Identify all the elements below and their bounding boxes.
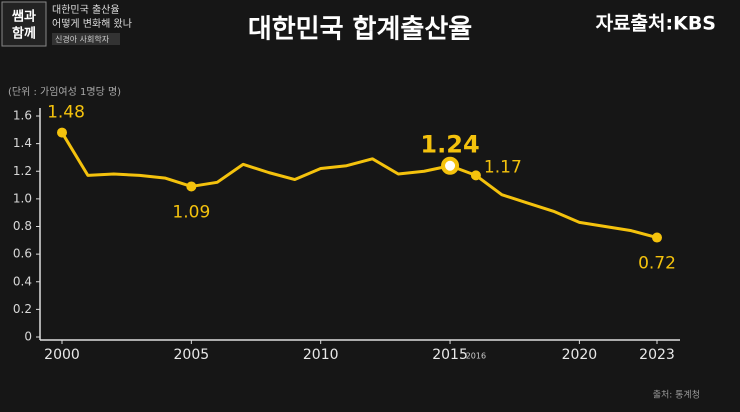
y-tick-label: 0.2 — [13, 302, 32, 316]
data-label: 1.48 — [47, 103, 85, 123]
logo-box — [1, 1, 47, 47]
chart-title: 대한민국 합계출산율 — [248, 15, 472, 45]
point — [57, 127, 67, 138]
credit: 자료출처:KBS — [596, 13, 716, 35]
episode-text: 어떻게 변화해 왔나 — [52, 17, 132, 30]
x-tick-label: 2015 — [432, 347, 468, 363]
x-tick-label: 2010 — [303, 347, 339, 363]
line — [60, 131, 658, 239]
x-tick-label: 2005 — [174, 347, 210, 363]
y-tick-label: 0.4 — [13, 274, 32, 288]
point — [652, 232, 662, 243]
y-tick-label: 0 — [24, 330, 32, 344]
logo-text: 함께 — [12, 26, 36, 42]
point — [470, 170, 481, 181]
y-tick-label: 0.6 — [13, 247, 32, 261]
x-tick-label: 2020 — [562, 347, 598, 363]
point — [186, 181, 197, 192]
data-label: 0.72 — [638, 254, 676, 274]
footer: 출처: 통계청 — [653, 389, 700, 401]
data-label: 1.24 — [420, 131, 479, 159]
logo-text: 쌤과 — [12, 9, 36, 25]
y-tick-label: 1.0 — [13, 191, 32, 205]
y-tick-label: 0.8 — [13, 219, 32, 233]
y-tick-label: 1.2 — [13, 164, 32, 178]
data-label: 1.09 — [172, 202, 210, 222]
y-tick-label: 1.6 — [13, 109, 32, 123]
speaker-box — [52, 33, 120, 45]
x-tick-label-minor: 2016 — [466, 352, 486, 361]
highlight-point — [441, 156, 460, 175]
unit-label: (단위 : 가임여성 1명당 명) — [8, 85, 121, 98]
data-label: 1.17 — [484, 157, 522, 177]
episode-text: 대한민국 출산율 — [52, 4, 120, 16]
y-tick-label: 1.4 — [13, 136, 32, 150]
speaker: 신경아 사회학자 — [55, 34, 110, 44]
x-tick-label: 2023 — [639, 347, 675, 363]
x-tick-label: 2000 — [44, 347, 80, 363]
